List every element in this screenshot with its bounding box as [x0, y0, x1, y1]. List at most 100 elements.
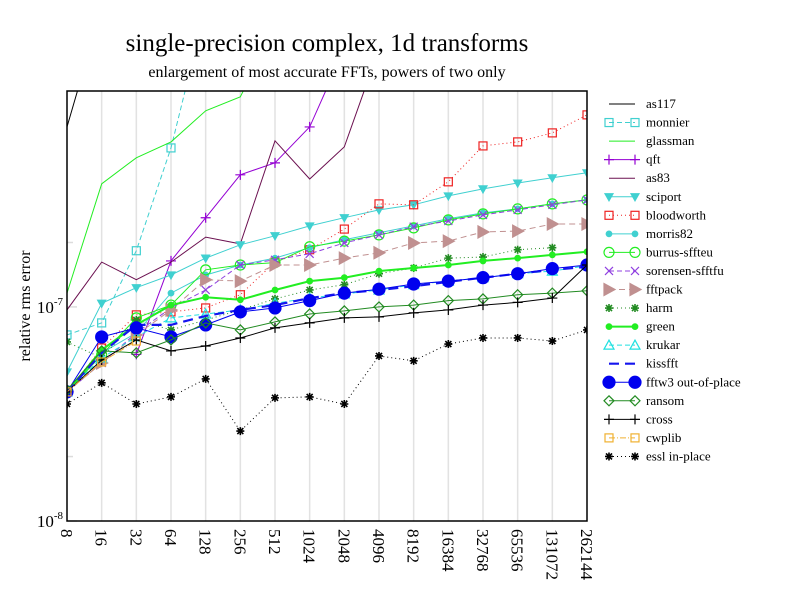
- data-point: [604, 433, 614, 443]
- data-point: [441, 274, 455, 288]
- legend-item-green: green: [605, 319, 675, 334]
- data-point: [200, 212, 211, 223]
- series-line-glassman: [67, 91, 244, 294]
- data-point: [131, 284, 142, 293]
- data-point: [628, 375, 642, 389]
- legend-label: fftpack: [646, 282, 683, 297]
- data-point: [630, 117, 640, 128]
- data-point: [67, 368, 73, 378]
- data-point: [166, 345, 176, 356]
- data-point: [201, 303, 211, 313]
- data-point: [630, 210, 640, 220]
- data-point: [547, 174, 558, 184]
- chart-title: single-precision complex, 1d transforms: [126, 30, 529, 57]
- x-tick-label: 131072: [542, 529, 561, 580]
- data-point: [200, 254, 211, 264]
- data-point: [546, 216, 560, 231]
- data-point: [304, 121, 315, 132]
- data-point: [304, 222, 315, 232]
- data-point: [631, 230, 639, 238]
- data-point: [603, 394, 615, 407]
- legend-label: essl in-place: [646, 448, 711, 463]
- data-point: [202, 293, 210, 301]
- data-point: [477, 224, 491, 239]
- data-point: [166, 143, 176, 153]
- data-point: [166, 255, 176, 266]
- data-point: [305, 392, 314, 401]
- data-point: [199, 317, 212, 329]
- data-point: [631, 323, 639, 331]
- data-point: [67, 386, 72, 397]
- data-point: [374, 199, 384, 209]
- series-line-sciport: [67, 172, 587, 373]
- y-tick-labels: 10-8 10-7: [37, 296, 64, 531]
- data-point: [548, 243, 557, 252]
- legend-item-monnier: monnier: [604, 115, 690, 130]
- series-fftpack: [67, 216, 587, 396]
- data-point: [408, 307, 419, 318]
- data-point: [304, 257, 317, 272]
- series-line-sorensen-sfftfu: [67, 199, 587, 393]
- data-point: [479, 333, 487, 342]
- data-point: [443, 304, 454, 315]
- data-point: [164, 311, 178, 323]
- data-point: [339, 312, 350, 323]
- data-point: [236, 427, 245, 436]
- legend-item-essl-in-place: essl in-place: [605, 448, 711, 463]
- series-cross: [67, 259, 587, 397]
- data-point: [407, 277, 421, 291]
- data-point: [270, 322, 280, 333]
- legend-item-krukar: krukar: [602, 337, 681, 352]
- legend-item-sorensen-sfftfu: sorensen-sfftfu: [604, 263, 724, 278]
- data-point: [374, 230, 384, 240]
- data-point: [337, 286, 351, 300]
- data-point: [304, 241, 316, 253]
- data-point: [605, 230, 613, 238]
- data-point: [97, 318, 107, 328]
- data-point: [602, 338, 616, 350]
- data-point: [604, 210, 614, 220]
- data-point: [268, 301, 282, 315]
- data-point: [373, 245, 387, 260]
- data-point: [603, 282, 617, 297]
- x-tick-label: 2048: [334, 529, 353, 563]
- data-point: [631, 304, 639, 313]
- data-point: [605, 323, 613, 331]
- data-point: [545, 262, 559, 276]
- data-point: [582, 110, 587, 120]
- legend-item-glassman: glassman: [609, 133, 695, 148]
- legend-label: as83: [646, 170, 670, 185]
- y-tick-label: 10-7: [37, 296, 64, 317]
- legend-label: ransom: [646, 393, 684, 408]
- x-tick-label: 64: [161, 529, 180, 547]
- data-point: [604, 154, 614, 165]
- series-as117: [67, 91, 78, 128]
- data-point: [581, 284, 587, 297]
- data-point: [581, 169, 587, 179]
- data-point: [167, 392, 175, 401]
- legend-label: krukar: [646, 337, 681, 352]
- x-tick-label: 256: [230, 529, 249, 555]
- data-point: [604, 117, 614, 128]
- data-point: [630, 154, 640, 165]
- data-point: [444, 261, 452, 269]
- data-point: [202, 4, 210, 12]
- series-line-bloodworth: [67, 114, 587, 393]
- series-kissfft: [67, 265, 587, 393]
- data-point: [511, 267, 525, 281]
- x-tick-label: 32768: [473, 529, 492, 572]
- data-point: [165, 334, 177, 346]
- legend-label: bloodworth: [646, 207, 706, 222]
- data-point: [200, 340, 211, 351]
- data-point: [375, 351, 383, 360]
- legend-label: cwplib: [646, 430, 681, 445]
- legend-label: as117: [646, 96, 676, 111]
- series-line-fftw3-out-of-place: [67, 264, 587, 393]
- x-tick-label: 128: [196, 529, 215, 555]
- data-point: [409, 222, 419, 232]
- data-point: [373, 229, 385, 241]
- data-point: [581, 216, 587, 231]
- data-point: [409, 200, 419, 210]
- series-glassman: [67, 91, 244, 294]
- data-point: [201, 285, 211, 295]
